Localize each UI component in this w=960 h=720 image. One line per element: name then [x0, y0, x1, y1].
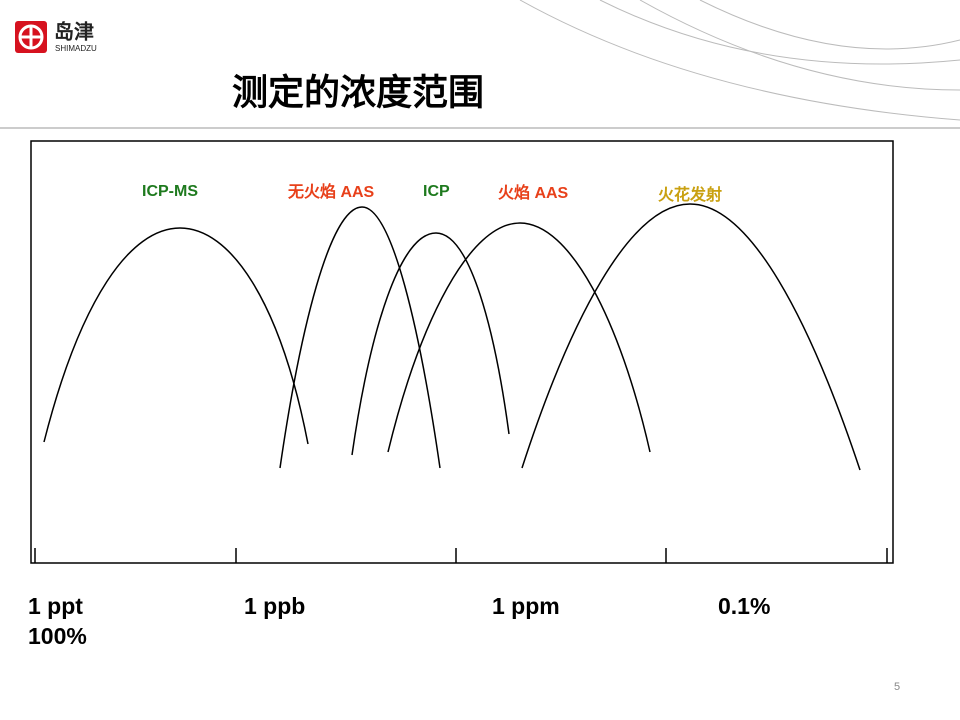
curve	[43, 227, 309, 445]
curves	[43, 203, 861, 471]
curve-label: 无火焰 AAS	[287, 182, 375, 201]
curve-labels: ICP-MS 无火焰 AAS ICP 火焰 AAS 火花发射	[142, 182, 722, 204]
frame	[30, 140, 894, 564]
scale-label: 1 ppt	[28, 593, 83, 619]
scale-labels: 1 ppt 1 ppb 1 ppm 0.1% 100%	[28, 593, 770, 649]
curve-label: 火花发射	[658, 185, 722, 204]
logo-subtext: SHIMADZU	[55, 44, 97, 53]
curve	[351, 232, 510, 456]
decoration	[0, 0, 960, 129]
curve	[521, 203, 861, 471]
curve-label: ICP	[423, 183, 450, 200]
scale-label: 1 ppb	[244, 593, 305, 619]
scale-label: 0.1%	[718, 593, 770, 619]
curve-label: ICP-MS	[142, 183, 198, 200]
scale-label: 100%	[28, 623, 87, 649]
scale-label: 1 ppm	[492, 593, 560, 619]
curve-label: 火焰 AAS	[498, 183, 569, 202]
scale-ticks	[34, 548, 888, 563]
curve	[279, 206, 441, 469]
logo-text: 岛津	[54, 19, 94, 43]
page-number: 5	[894, 681, 900, 693]
logo-cross	[20, 26, 42, 48]
slide-title: 测定的浓度范围	[232, 72, 484, 113]
curve	[387, 222, 651, 453]
